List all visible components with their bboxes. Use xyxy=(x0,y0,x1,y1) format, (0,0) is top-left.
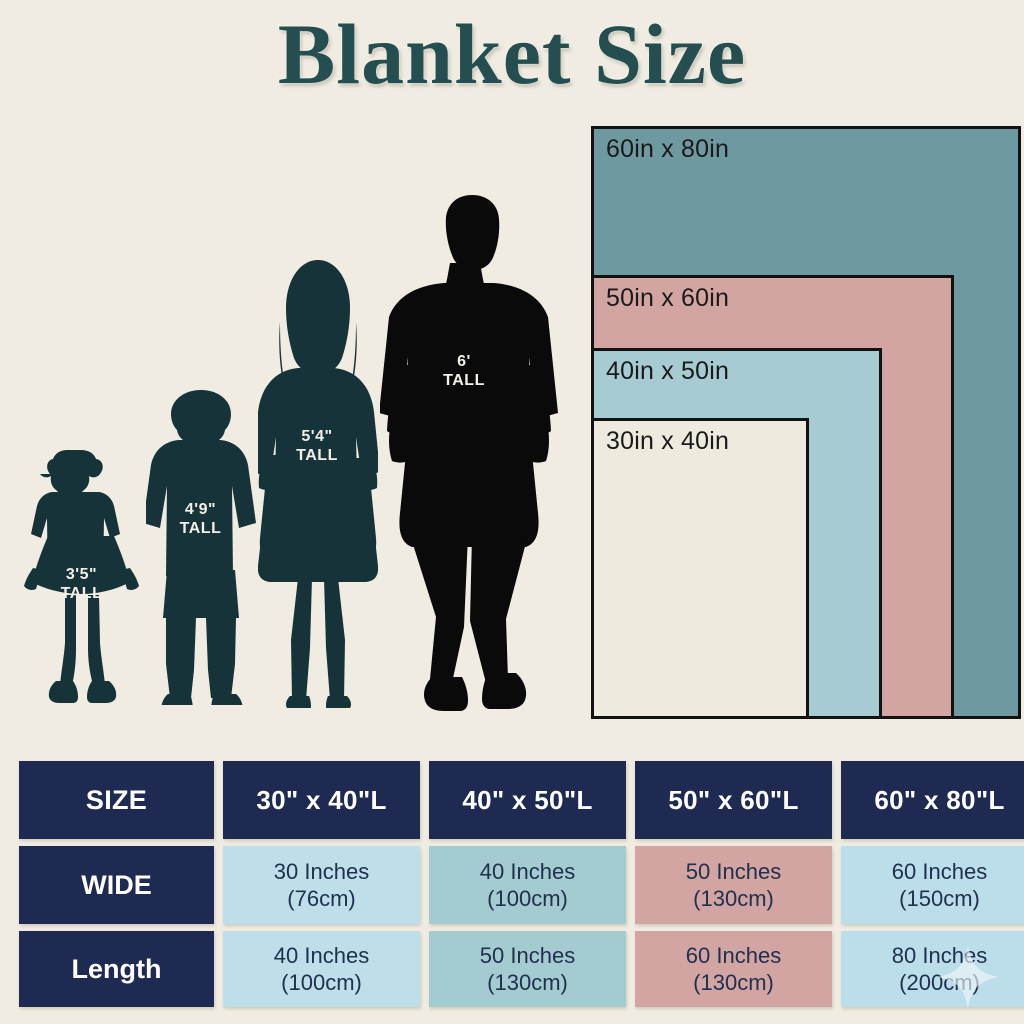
table-row-label-wide: WIDE xyxy=(19,846,214,924)
blanket-label-30x40: 30in x 40in xyxy=(606,427,730,455)
size-table: SIZE 30" x 40"L 40" x 50"L 50" x 60"L 60… xyxy=(19,761,1024,1007)
table-cell-wide-50x60: 50 Inches (130cm) xyxy=(635,846,832,924)
table-row-label-length: Length xyxy=(19,931,214,1007)
silhouette-boy xyxy=(146,390,256,705)
table-cell-length-60x80: 80 Inches (200cm) xyxy=(841,931,1024,1007)
table-cell-length-40x50: 50 Inches (130cm) xyxy=(429,931,626,1007)
table-cell-wide-60x80: 60 Inches (150cm) xyxy=(841,846,1024,924)
table-cell-length-30x40: 40 Inches (100cm) xyxy=(223,931,420,1007)
table-header-col-30x40: 30" x 40"L xyxy=(223,761,420,839)
silhouette-woman xyxy=(258,260,378,708)
blanket-label-40x50: 40in x 50in xyxy=(606,357,730,385)
blanket-rect-30x40[interactable]: 30in x 40in xyxy=(591,418,809,719)
blanket-size-diagram: 60in x 80in 50in x 60in 40in x 50in 30in… xyxy=(591,126,1021,719)
table-header-col-40x50: 40" x 50"L xyxy=(429,761,626,839)
page-title: Blanket Size xyxy=(276,5,747,104)
table-cell-wide-40x50: 40 Inches (100cm) xyxy=(429,846,626,924)
table-header-size: SIZE xyxy=(19,761,214,839)
table-header-col-60x80: 60" x 80"L xyxy=(841,761,1024,839)
table-header-col-50x60: 50" x 60"L xyxy=(635,761,832,839)
blanket-label-50x60: 50in x 60in xyxy=(606,284,730,312)
silhouette-girl xyxy=(24,450,139,705)
table-cell-wide-30x40: 30 Inches (76cm) xyxy=(223,846,420,924)
blanket-label-60x80: 60in x 80in xyxy=(606,135,730,163)
table-cell-length-50x60: 60 Inches (130cm) xyxy=(635,931,832,1007)
silhouette-man xyxy=(380,195,558,713)
